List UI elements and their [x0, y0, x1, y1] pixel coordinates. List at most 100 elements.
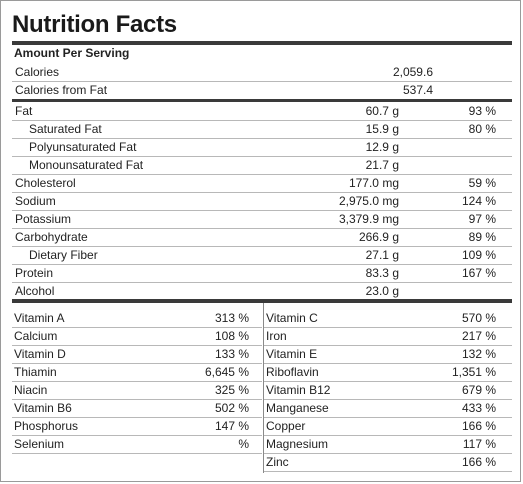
nutrient-row: Dietary Fiber 27.1 g 109 %	[12, 246, 512, 264]
nutrient-row: Monounsaturated Fat 21.7 g	[12, 156, 512, 174]
vitamins-divider	[12, 299, 512, 303]
vitamin-row: Thiamin 6,645 %	[12, 363, 262, 381]
nutrient-row: Carbohydrate 266.9 g 89 %	[12, 228, 512, 246]
vitamin-label: Riboflavin	[266, 365, 319, 379]
row-divider	[12, 192, 512, 193]
nutrient-row: Cholesterol 177.0 mg 59 %	[12, 174, 512, 192]
vitamin-row: Vitamin A 313 %	[12, 309, 262, 327]
vitamin-daily-value: 433 %	[461, 401, 496, 415]
vitamin-label: Thiamin	[14, 365, 57, 379]
row-divider	[12, 156, 512, 157]
vitamin-label: Vitamin B6	[14, 401, 72, 415]
row-divider	[12, 381, 262, 382]
vitamin-daily-value: 570 %	[461, 311, 496, 325]
vitamin-row: Copper 166 %	[264, 417, 512, 435]
row-divider	[12, 81, 512, 82]
nutrient-row: Sodium 2,975.0 mg 124 %	[12, 192, 512, 210]
vitamins-column-divider	[263, 303, 264, 473]
row-divider	[12, 228, 512, 229]
vitamin-daily-value: 133 %	[214, 347, 249, 361]
row-divider	[264, 417, 512, 418]
calories-label: Calories	[15, 65, 60, 79]
row-divider	[264, 453, 512, 454]
nutrient-daily-value: 80 %	[468, 122, 496, 136]
vitamin-daily-value: 108 %	[214, 329, 249, 343]
row-divider	[12, 174, 512, 175]
row-divider	[264, 471, 512, 472]
vitamin-row: Vitamin B6 502 %	[12, 399, 262, 417]
vitamin-daily-value: %	[238, 437, 249, 451]
vitamin-row: Magnesium 117 %	[264, 435, 512, 453]
nutrient-label: Saturated Fat	[29, 122, 102, 136]
calories-value: 2,059.6	[392, 65, 433, 79]
row-divider	[264, 363, 512, 364]
nutrient-label: Cholesterol	[15, 176, 76, 190]
vitamin-row: Riboflavin 1,351 %	[264, 363, 512, 381]
vitamin-daily-value: 217 %	[461, 329, 496, 343]
row-divider	[12, 246, 512, 247]
row-divider	[12, 417, 262, 418]
nutrient-label: Fat	[15, 104, 33, 118]
nutrient-row: Protein 83.3 g 167 %	[12, 264, 512, 282]
row-divider	[12, 120, 512, 121]
nutrient-amount: 15.9 g	[365, 122, 399, 136]
vitamin-daily-value: 147 %	[214, 419, 249, 433]
calories-from-fat-label: Calories from Fat	[15, 83, 108, 97]
vitamin-label: Manganese	[266, 401, 329, 415]
nutrient-label: Polyunsaturated Fat	[29, 140, 137, 154]
nutrient-daily-value: 124 %	[461, 194, 496, 208]
nutrient-amount: 266.9 g	[358, 230, 399, 244]
nutrient-label: Monounsaturated Fat	[29, 158, 144, 172]
vitamin-label: Vitamin D	[14, 347, 66, 361]
row-divider	[12, 138, 512, 139]
nutrient-label: Sodium	[15, 194, 56, 208]
vitamin-label: Phosphorus	[14, 419, 79, 433]
nutrient-label: Alcohol	[15, 284, 55, 298]
row-divider	[12, 210, 512, 211]
vitamin-row: Manganese 433 %	[264, 399, 512, 417]
row-divider	[264, 381, 512, 382]
row-divider	[12, 327, 262, 328]
vitamin-label: Copper	[266, 419, 306, 433]
vitamin-label: Calcium	[14, 329, 58, 343]
nutrient-label: Protein	[15, 266, 54, 280]
row-divider	[264, 327, 512, 328]
calories-from-fat-row: Calories from Fat 537.4	[12, 81, 512, 99]
nutrient-amount: 12.9 g	[365, 140, 399, 154]
nutrient-row: Fat 60.7 g 93 %	[12, 102, 512, 120]
vitamin-daily-value: 502 %	[214, 401, 249, 415]
nutrient-amount: 83.3 g	[365, 266, 399, 280]
nutrient-daily-value: 93 %	[468, 104, 496, 118]
vitamin-daily-value: 679 %	[461, 383, 496, 397]
vitamin-row: Zinc 166 %	[264, 453, 512, 471]
nutrient-row: Polyunsaturated Fat 12.9 g	[12, 138, 512, 156]
nutrient-daily-value: 109 %	[461, 248, 496, 262]
nutrient-row: Potassium 3,379.9 mg 97 %	[12, 210, 512, 228]
row-divider	[12, 363, 262, 364]
nutrient-label: Dietary Fiber	[29, 248, 98, 262]
calories-from-fat-value: 537.4	[402, 83, 433, 97]
vitamin-daily-value: 325 %	[214, 383, 249, 397]
nutrient-amount: 3,379.9 mg	[338, 212, 399, 226]
nutrient-daily-value: 59 %	[468, 176, 496, 190]
amount-per-serving-heading: Amount Per Serving	[14, 46, 130, 60]
nutrient-amount: 2,975.0 mg	[338, 194, 399, 208]
nutrient-label: Potassium	[15, 212, 72, 226]
vitamin-row: Niacin 325 %	[12, 381, 262, 399]
row-divider	[264, 435, 512, 436]
row-divider	[12, 399, 262, 400]
nutrient-amount: 60.7 g	[365, 104, 399, 118]
calories-divider	[12, 99, 512, 102]
vitamin-daily-value: 6,645 %	[204, 365, 249, 379]
row-divider	[12, 282, 512, 283]
vitamin-label: Vitamin C	[266, 311, 318, 325]
vitamin-label: Magnesium	[266, 437, 329, 451]
vitamin-label: Vitamin B12	[266, 383, 331, 397]
row-divider	[12, 453, 262, 454]
nutrient-amount: 177.0 mg	[348, 176, 399, 190]
page-title: Nutrition Facts	[12, 11, 177, 38]
row-divider	[12, 264, 512, 265]
vitamin-row: Selenium%	[12, 435, 262, 453]
nutrient-daily-value: 167 %	[461, 266, 496, 280]
calories-row: Calories 2,059.6	[12, 63, 512, 81]
